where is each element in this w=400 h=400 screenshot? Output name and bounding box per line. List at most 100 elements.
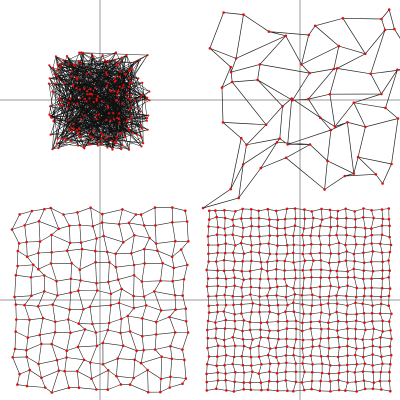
node-dot [25,355,29,359]
node-dot [89,88,92,91]
node-dot [363,362,367,366]
node-dot [23,303,26,307]
node-dot [49,262,53,265]
node-dot [393,27,396,31]
node-dot [68,128,71,131]
node-dot [313,24,317,28]
node-dot [159,309,163,312]
node-dot [277,337,280,341]
node-dot [83,328,87,331]
node-dot [129,93,132,96]
node-dot [328,234,331,237]
node-dot [259,166,263,170]
node-dots [10,206,190,394]
node-dot [130,252,133,255]
regular-grid [206,208,392,392]
node-dot [71,84,75,87]
node-dot [224,354,228,357]
node-dot [267,336,270,340]
node-dot [205,372,208,376]
node-dot [301,252,305,256]
node-dot [37,267,40,271]
node-dot [142,142,145,145]
node-dot [336,355,340,359]
node-dot [112,118,116,121]
node-dot [234,370,237,374]
node-dot [128,383,132,386]
node-dot [248,269,252,273]
node-dot [362,207,365,210]
node-dot [312,259,315,262]
node-dot [362,277,365,281]
node-dot [309,327,313,330]
node-dot [328,364,332,367]
node-dot [354,243,358,246]
node-dot [124,73,128,76]
node-dot [67,101,70,104]
node-dot [67,318,70,321]
node-dot [302,355,305,359]
node-dot [55,142,58,145]
node-dot [83,147,86,150]
node-dot [370,294,373,298]
node-dot [283,226,287,230]
node-dot [207,304,211,308]
node-dot [309,268,313,272]
node-dot [352,267,356,271]
node-dot [105,62,108,65]
node-dot [336,276,339,279]
node-dot [135,349,138,353]
node-dot [380,224,384,227]
node-dot [361,370,365,373]
node-dot [300,294,304,297]
node-dot [388,345,392,348]
node-dot [11,356,14,359]
node-dot [285,207,289,211]
node-dot [301,338,305,342]
node-dot [120,148,123,151]
node-dot [276,320,280,323]
node-dot [139,123,142,127]
node-dot [216,344,220,348]
node-dot [241,235,244,239]
node-dot [384,106,387,110]
node-dot [76,78,79,81]
node-dot [223,293,226,297]
node-dot [275,227,279,230]
node-dot [65,356,68,359]
node-dot [216,379,220,382]
node-dot [285,243,289,247]
node-dot [70,129,73,132]
node-dot [223,209,226,212]
node-dot [241,226,245,230]
node-dot [124,136,127,139]
node-dot [354,301,357,305]
node-dot [75,76,78,79]
node-dot [387,207,391,210]
node-dot [371,269,375,273]
node-dot [355,390,359,393]
node-dot [184,377,188,380]
node-dot [387,320,391,323]
node-dot [258,295,261,298]
node-dot [65,249,69,252]
node-dot [222,11,225,14]
node-dot [257,209,261,213]
node-dot [105,84,108,87]
node-dot [101,341,105,345]
node-dot [96,95,99,98]
node-dot [387,294,391,298]
node-dot [70,262,73,265]
node-dot [346,370,350,373]
node-dot [326,355,330,358]
node-dot [276,389,279,393]
node-dot [140,145,143,148]
node-dot [258,63,262,66]
node-dot [160,355,163,359]
node-dot [329,128,333,132]
node-dot [249,285,253,289]
node-dot [76,345,80,349]
node-dot [229,70,233,74]
